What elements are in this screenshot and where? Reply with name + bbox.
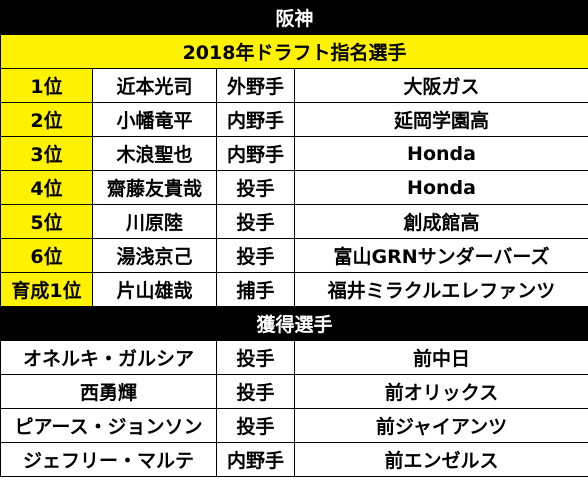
player-name: オネルキ・ガルシア: [0, 340, 217, 375]
acquired-row: 西勇輝 投手 前オリックス: [0, 374, 588, 409]
player-from: 福井ミラクルエレファンツ: [293, 272, 588, 307]
draft-round: 4位: [0, 170, 93, 205]
acquired-header-row: 獲得選手: [0, 306, 588, 341]
player-from: 大阪ガス: [293, 68, 588, 103]
draft-row: 育成1位 片山雄哉 捕手 福井ミラクルエレファンツ: [0, 272, 588, 307]
team-header-row: 阪神: [0, 0, 588, 35]
player-position: 内野手: [216, 136, 295, 171]
draft-row: 6位 湯浅京己 投手 富山GRNサンダーバーズ: [0, 238, 588, 273]
player-from: 前エンゼルス: [293, 442, 588, 477]
player-name: 片山雄哉: [92, 272, 217, 307]
draft-round: 1位: [0, 68, 93, 103]
player-name: 近本光司: [92, 68, 217, 103]
acquired-row: オネルキ・ガルシア 投手 前中日: [0, 340, 588, 375]
player-from: Honda: [293, 136, 588, 171]
player-name: ピアース・ジョンソン: [0, 408, 217, 443]
player-position: 投手: [216, 374, 295, 409]
player-position: 投手: [216, 238, 295, 273]
draft-round: 2位: [0, 102, 93, 137]
player-name: 齋藤友貴哉: [92, 170, 217, 205]
draft-row: 5位 川原陸 投手 創成館高: [0, 204, 588, 239]
player-position: 内野手: [216, 102, 295, 137]
draft-row: 2位 小幡竜平 内野手 延岡学園高: [0, 102, 588, 137]
acquired-row: ジェフリー・マルテ 内野手 前エンゼルス: [0, 442, 588, 477]
player-from: 富山GRNサンダーバーズ: [293, 238, 588, 273]
team-name: 阪神: [0, 0, 588, 35]
acquired-title: 獲得選手: [0, 306, 588, 341]
player-name: 湯浅京己: [92, 238, 217, 273]
player-from: 前ジャイアンツ: [293, 408, 588, 443]
player-from: 前オリックス: [293, 374, 588, 409]
draft-row: 4位 齋藤友貴哉 投手 Honda: [0, 170, 588, 205]
draft-row: 1位 近本光司 外野手 大阪ガス: [0, 68, 588, 103]
player-from: 創成館高: [293, 204, 588, 239]
draft-title-row: 2018年ドラフト指名選手: [0, 34, 588, 69]
player-position: 投手: [216, 340, 295, 375]
player-position: 外野手: [216, 68, 295, 103]
acquired-row: ピアース・ジョンソン 投手 前ジャイアンツ: [0, 408, 588, 443]
player-position: 内野手: [216, 442, 295, 477]
draft-row: 3位 木浪聖也 内野手 Honda: [0, 136, 588, 171]
player-position: 投手: [216, 170, 295, 205]
player-from: 延岡学園高: [293, 102, 588, 137]
player-position: 捕手: [216, 272, 295, 307]
player-name: ジェフリー・マルテ: [0, 442, 217, 477]
player-name: 木浪聖也: [92, 136, 217, 171]
player-from: Honda: [293, 170, 588, 205]
player-position: 投手: [216, 408, 295, 443]
draft-title: 2018年ドラフト指名選手: [0, 34, 588, 69]
draft-round: 育成1位: [0, 272, 93, 307]
draft-round: 5位: [0, 204, 93, 239]
player-name: 西勇輝: [0, 374, 217, 409]
player-name: 川原陸: [92, 204, 217, 239]
player-from: 前中日: [293, 340, 588, 375]
draft-round: 6位: [0, 238, 93, 273]
draft-round: 3位: [0, 136, 93, 171]
player-name: 小幡竜平: [92, 102, 217, 137]
player-position: 投手: [216, 204, 295, 239]
